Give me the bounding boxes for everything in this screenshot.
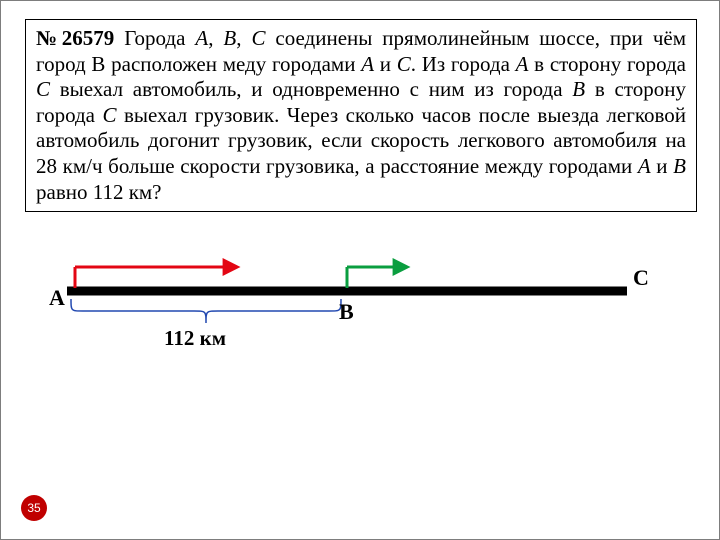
svg-text:112 км: 112 км	[164, 326, 226, 350]
problem-number: №26579	[36, 26, 114, 50]
problem-statement: №26579 Города А, В, С соединены прямолин…	[25, 19, 697, 212]
road-diagram: А В С 112 км	[25, 231, 697, 371]
page-number-badge: 35	[21, 495, 47, 521]
svg-text:В: В	[339, 299, 354, 324]
problem-text: Города А, В, С соединены прямолинейным ш…	[36, 26, 686, 204]
page-number: 35	[27, 501, 40, 515]
svg-text:С: С	[633, 265, 649, 290]
svg-text:А: А	[49, 285, 65, 310]
road-svg: А В С 112 км	[25, 231, 697, 371]
